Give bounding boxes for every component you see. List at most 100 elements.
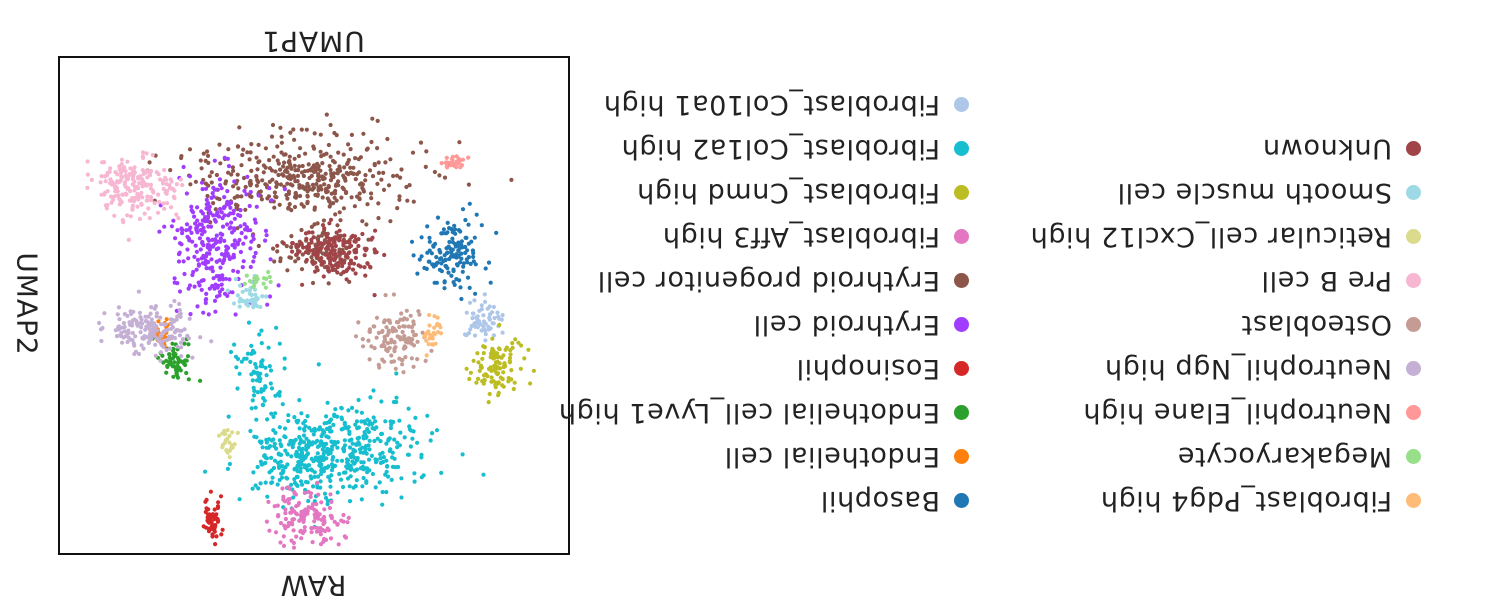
scatter-point [298, 513, 303, 518]
scatter-point [222, 254, 227, 259]
scatter-point [305, 181, 310, 186]
scatter-point [415, 440, 420, 445]
scatter-point [466, 255, 471, 260]
scatter-point [373, 485, 378, 490]
scatter-point [380, 502, 385, 507]
scatter-point [244, 287, 249, 293]
scatter-point [264, 183, 269, 188]
scatter-point [203, 469, 208, 474]
scatter-point [324, 112, 329, 117]
scatter-point [410, 337, 415, 342]
scatter-point [316, 188, 321, 193]
scatter-point [405, 198, 410, 203]
scatter-point [356, 320, 361, 325]
scatter-point [425, 331, 430, 336]
scatter-point [342, 260, 347, 265]
scatter-point [184, 370, 189, 376]
scatter-point [225, 222, 230, 227]
scatter-point [162, 167, 167, 173]
scatter-point [516, 340, 521, 345]
scatter-point [486, 260, 492, 265]
scatter-point [346, 172, 351, 177]
scatter-point [342, 438, 347, 443]
scatter-point [203, 258, 208, 263]
scatter-point [298, 447, 303, 452]
scatter-point [123, 334, 128, 339]
scatter-point [164, 347, 169, 353]
scatter-point [232, 216, 237, 221]
scatter-point [297, 518, 302, 523]
scatter-point [495, 372, 500, 377]
scatter-point [377, 480, 382, 485]
scatter-point [248, 359, 253, 364]
scatter-point [467, 201, 472, 206]
scatter-point [354, 419, 360, 424]
scatter-point [449, 273, 454, 278]
scatter-point [304, 447, 309, 452]
scatter-point [227, 440, 232, 445]
scatter-point [201, 151, 206, 156]
scatter-point [409, 356, 414, 361]
legend-label: Eosinophil [795, 353, 940, 384]
scatter-point [369, 453, 374, 458]
scatter-point [222, 238, 227, 243]
scatter-point [305, 193, 310, 198]
scatter-point [102, 190, 108, 195]
scatter-point [161, 186, 166, 192]
scatter-point [367, 168, 373, 173]
scatter-point [380, 489, 385, 495]
scatter-point [361, 187, 366, 193]
scatter-point [239, 163, 244, 168]
scatter-point [281, 152, 287, 157]
scatter-point [215, 239, 220, 244]
scatter-point [463, 244, 468, 250]
scatter-point [336, 179, 341, 184]
scatter-point [190, 355, 195, 360]
scatter-point [341, 243, 346, 248]
scatter-point [127, 171, 132, 177]
scatter-point [328, 478, 333, 483]
scatter-point [144, 324, 149, 329]
scatter-point [140, 321, 145, 326]
scatter-point [362, 253, 367, 258]
scatter-point [449, 250, 454, 255]
scatter-point [311, 484, 316, 489]
scatter-point [325, 264, 330, 269]
scatter-point [301, 245, 306, 250]
scatter-point [162, 224, 167, 229]
legend-label: Fibroblast_Aff3 high [662, 221, 940, 252]
scatter-point [444, 246, 449, 251]
scatter-point [172, 195, 177, 201]
scatter-point [224, 244, 229, 249]
scatter-point [331, 422, 336, 427]
scatter-point [263, 165, 268, 170]
legend-label: Erythroid progenitor cell [597, 265, 940, 296]
scatter-point [296, 256, 301, 261]
scatter-point [401, 370, 406, 375]
scatter-point [227, 461, 232, 467]
scatter-point [220, 224, 226, 229]
scatter-point [173, 236, 178, 241]
scatter-point [417, 312, 422, 317]
scatter-point [305, 511, 310, 516]
scatter-point [485, 306, 490, 311]
scatter-point [321, 466, 326, 471]
scatter-point [176, 216, 181, 221]
scatter-point [232, 442, 237, 447]
scatter-point [511, 386, 516, 392]
scatter-point [459, 239, 464, 244]
scatter-point [467, 300, 473, 305]
scatter-point [218, 494, 224, 499]
scatter-point [289, 255, 294, 260]
scatter-point [341, 512, 346, 518]
scatter-point [238, 249, 243, 255]
scatter-point [206, 183, 211, 188]
scatter-point [345, 460, 350, 465]
scatter-point [132, 343, 137, 348]
scatter-point [309, 240, 314, 245]
scatter-point [188, 182, 193, 187]
scatter-point [415, 339, 420, 344]
scatter-point [471, 254, 476, 259]
scatter-point [456, 248, 461, 253]
scatter-point [136, 175, 141, 180]
